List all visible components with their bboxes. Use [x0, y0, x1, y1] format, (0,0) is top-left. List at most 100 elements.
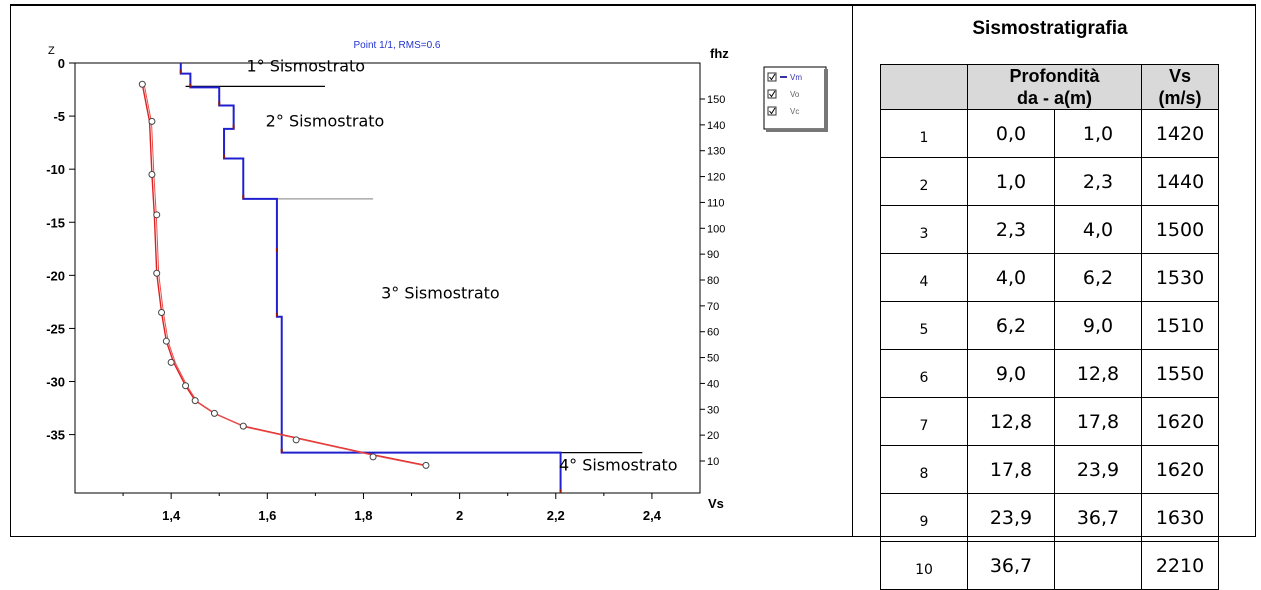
table-row: 7 12,8 17,8 1620 [880, 397, 1219, 446]
legend-shadow-bottom [766, 129, 828, 132]
stratum-annotation: 2° Sismostrato [266, 112, 385, 131]
y2-tick-label: 130 [707, 146, 725, 158]
depth-from-cell: 0,0 [967, 109, 1055, 158]
header-depth-line2: da - a(m) [1016, 88, 1092, 108]
vs-cell: 2210 [1141, 541, 1219, 590]
row-index-cell: 10 [880, 541, 968, 590]
legend-label: Vo [790, 90, 800, 99]
series-vo-point [153, 269, 161, 277]
depth-to-cell: 36,7 [1054, 493, 1142, 542]
header-depth-cell: Profondità da - a(m) [967, 64, 1142, 110]
depth-from-cell: 23,9 [967, 493, 1055, 542]
series-vo-point [210, 409, 218, 417]
series-vm-line [179, 63, 562, 493]
depth-to-cell [1054, 541, 1142, 590]
y-tick-label: -15 [46, 215, 65, 230]
vs-cell: 1620 [1141, 445, 1219, 494]
figure-frame [10, 4, 1256, 537]
y2-tick-label: 20 [707, 430, 719, 442]
series-vo-point [162, 337, 170, 345]
series-vo-point [167, 358, 175, 366]
y-axis-label: Z [48, 45, 55, 57]
series-vo-point [182, 382, 190, 390]
row-index-cell: 5 [880, 301, 968, 350]
depth-from-cell: 12,8 [967, 397, 1055, 446]
vs-cell: 1510 [1141, 301, 1219, 350]
y2-tick-label: 150 [707, 94, 725, 106]
plot-title: Point 1/1, RMS=0.6 [354, 40, 441, 51]
table-header-row: Profondità da - a(m) Vs (m/s) [880, 64, 1219, 110]
y2-tick-label: 10 [707, 456, 719, 468]
table-row: 4 4,0 6,2 1530 [880, 253, 1219, 302]
vs-cell: 1420 [1141, 109, 1219, 158]
x-tick-label: 2 [456, 508, 463, 523]
y2-tick-label: 70 [707, 301, 719, 313]
depth-to-cell: 4,0 [1054, 205, 1142, 254]
legend-shadow [824, 69, 828, 131]
y-tick-label: -35 [46, 428, 65, 443]
table-row: 6 9,0 12,8 1550 [880, 349, 1219, 398]
y2-tick-label: 120 [707, 172, 725, 184]
vs-cell: 1620 [1141, 397, 1219, 446]
y2-tick-label: 60 [707, 327, 719, 339]
stratum-annotation: 3° Sismostrato [381, 284, 500, 303]
vs-cell: 1440 [1141, 157, 1219, 206]
y-tick-label: -10 [46, 162, 65, 177]
depth-to-cell: 17,8 [1054, 397, 1142, 446]
stratum-annotation: 4° Sismostrato [559, 456, 678, 475]
legend-checkbox [767, 89, 777, 99]
header-index-cell [880, 64, 968, 110]
y-tick-label: -25 [46, 321, 65, 336]
y-tick-label: -20 [46, 268, 65, 283]
plot-area [74, 62, 701, 494]
legend-label: Vm [790, 73, 802, 82]
depth-from-cell: 6,2 [967, 301, 1055, 350]
stratum-annotation: 1° Sismostrato [246, 56, 365, 75]
y2-tick-label: 100 [707, 223, 725, 235]
series-vo-point [153, 211, 161, 219]
table-row: 5 6,2 9,0 1510 [880, 301, 1219, 350]
x-tick-label: 1,8 [354, 508, 372, 523]
y2-tick-label: 110 [707, 197, 725, 209]
table-row: 8 17,8 23,9 1620 [880, 445, 1219, 494]
row-index-cell: 6 [880, 349, 968, 398]
panel-divider [852, 4, 853, 537]
table-row: 10 36,7 2210 [880, 541, 1219, 590]
y2-tick-label: 140 [707, 120, 725, 132]
x-axis-label: Vs [708, 496, 724, 511]
series-vo-point [422, 461, 430, 469]
header-vs-line1: Vs [1168, 66, 1192, 86]
depth-from-cell: 17,8 [967, 445, 1055, 494]
row-index-cell: 1 [880, 109, 968, 158]
depth-from-cell: 9,0 [967, 349, 1055, 398]
checkmark-icon [769, 107, 776, 115]
row-index-cell: 2 [880, 157, 968, 206]
row-index-cell: 4 [880, 253, 968, 302]
depth-to-cell: 1,0 [1054, 109, 1142, 158]
row-index-cell: 9 [880, 493, 968, 542]
y2-axis-label: fhz [710, 46, 729, 61]
header-vs-cell: Vs (m/s) [1141, 64, 1219, 110]
vs-cell: 1630 [1141, 493, 1219, 542]
vs-cell: 1500 [1141, 205, 1219, 254]
depth-from-cell: 4,0 [967, 253, 1055, 302]
depth-to-cell: 6,2 [1054, 253, 1142, 302]
y-tick-label: -5 [53, 109, 65, 124]
y-tick-label: 0 [58, 56, 65, 71]
series-vo-point [239, 422, 247, 430]
row-index-cell: 3 [880, 205, 968, 254]
y2-tick-label: 40 [707, 378, 719, 390]
legend-checkbox [767, 106, 777, 116]
depth-to-cell: 23,9 [1054, 445, 1142, 494]
y2-tick-label: 30 [707, 404, 719, 416]
row-index-cell: 7 [880, 397, 968, 446]
header-vs-line2: (m/s) [1158, 88, 1202, 108]
x-tick-label: 1,4 [162, 508, 181, 523]
depth-to-cell: 9,0 [1054, 301, 1142, 350]
table-body: 1 0,0 1,0 1420 2 1,0 2,3 1440 3 2,3 4,0 1500 4 4,0 6,2… [880, 109, 1219, 590]
series-vc-line-upper [143, 85, 429, 467]
y2-tick-label: 80 [707, 275, 719, 287]
depth-from-cell: 2,3 [967, 205, 1055, 254]
depth-to-cell: 12,8 [1054, 349, 1142, 398]
legend-checkbox [767, 72, 777, 82]
